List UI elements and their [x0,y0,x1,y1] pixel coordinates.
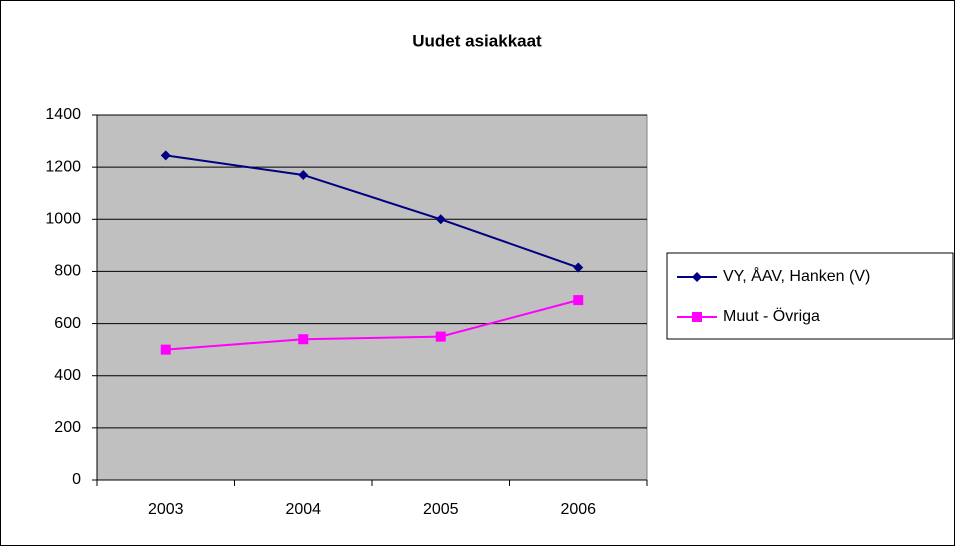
marker [160,344,171,355]
series-line [165,154,579,269]
y-tick-label: 800 [54,263,81,280]
y-tick-label: 1400 [45,106,81,123]
y-tick-label: 400 [54,367,81,384]
chart-title: Uudet asiakkaat [412,31,542,50]
x-tick-label: 2006 [560,501,596,518]
plot-area [96,114,648,481]
legend-label: VY, ÅAV, Hanken (V) [723,266,870,285]
y-tick-label: 1200 [45,158,81,175]
y-tick-label: 200 [54,419,81,436]
marker [298,169,309,180]
x-tick-label: 2003 [148,501,184,518]
y-tick-label: 600 [54,315,81,332]
series-line [165,299,579,351]
marker [435,331,446,342]
legend-box [666,252,954,340]
marker [298,334,309,345]
legend-label: Muut - Övriga [723,307,820,325]
marker [573,295,584,306]
legend-marker [692,312,702,322]
marker [160,150,171,161]
legend-marker [692,272,702,282]
x-tick-label: 2005 [423,501,459,518]
y-tick-label: 1000 [45,211,81,228]
marker [435,214,446,225]
y-tick-label: 0 [72,471,81,488]
x-tick-label: 2004 [285,501,321,518]
marker [573,262,584,273]
